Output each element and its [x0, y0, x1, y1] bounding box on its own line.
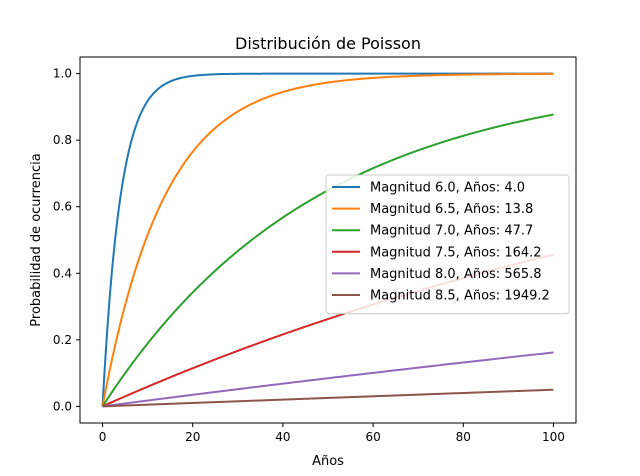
- x-tick-label: 20: [185, 430, 200, 444]
- series-line-6: [102, 388, 554, 408]
- x-tick-label: 40: [275, 430, 290, 444]
- y-tick-label: 1.0: [53, 67, 72, 81]
- chart-title: Distribución de Poisson: [235, 34, 421, 53]
- x-tick-label: 80: [456, 430, 471, 444]
- y-tick-label: 0.8: [53, 133, 72, 147]
- x-tick-label: 100: [542, 430, 565, 444]
- legend-label: Magnitud 8.5, Años: 1949.2: [370, 289, 550, 304]
- legend-box: [325, 174, 570, 315]
- x-tick-label: 0: [99, 430, 107, 444]
- y-axis-label: Probabilidad de ocurrencia: [29, 153, 44, 326]
- legend-label: Magnitud 6.5, Años: 13.8: [370, 202, 533, 217]
- y-tick-label: 0.6: [53, 200, 72, 214]
- legend-label: Magnitud 7.0, Años: 47.7: [370, 224, 533, 239]
- series-line-2: [101, 72, 554, 407]
- y-ticks: 0.0 0.2 0.4 0.6 0.8 1.0: [53, 67, 80, 413]
- y-tick-label: 0.4: [53, 266, 72, 280]
- x-ticks: 0 20 40 60 80 100: [99, 423, 565, 444]
- x-tick-label: 60: [365, 430, 380, 444]
- legend-label: Magnitud 6.0, Años: 4.0: [370, 181, 525, 196]
- legend-label: Magnitud 8.0, Años: 565.8: [370, 267, 542, 282]
- plot-frame: [79, 56, 577, 424]
- legend-label: Magnitud 7.5, Años: 164.2: [370, 245, 542, 260]
- series-line-5: [102, 351, 554, 408]
- x-axis-label: Años: [312, 454, 344, 469]
- legend: Magnitud 6.0, Años: 4.0 Magnitud 6.5, Año…: [325, 174, 570, 315]
- y-tick-label: 0.2: [53, 333, 72, 347]
- y-tick-label: 0.0: [53, 399, 72, 413]
